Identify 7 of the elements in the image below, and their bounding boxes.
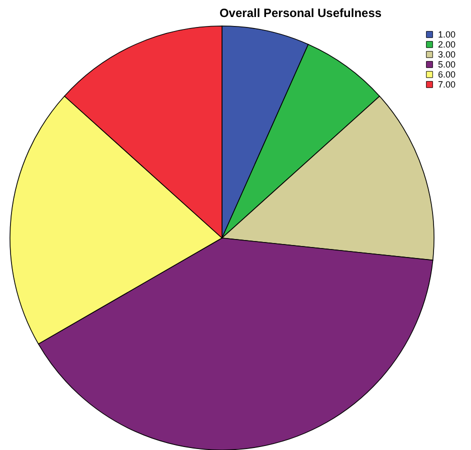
legend-label: 5.00 <box>438 60 456 70</box>
legend-label: 7.00 <box>438 80 456 90</box>
legend-label: 3.00 <box>438 50 456 60</box>
legend-label: 1.00 <box>438 30 456 40</box>
chart-title: Overall Personal Usefulness <box>219 6 382 20</box>
legend-label: 6.00 <box>438 70 456 80</box>
legend-label: 2.00 <box>438 40 456 50</box>
